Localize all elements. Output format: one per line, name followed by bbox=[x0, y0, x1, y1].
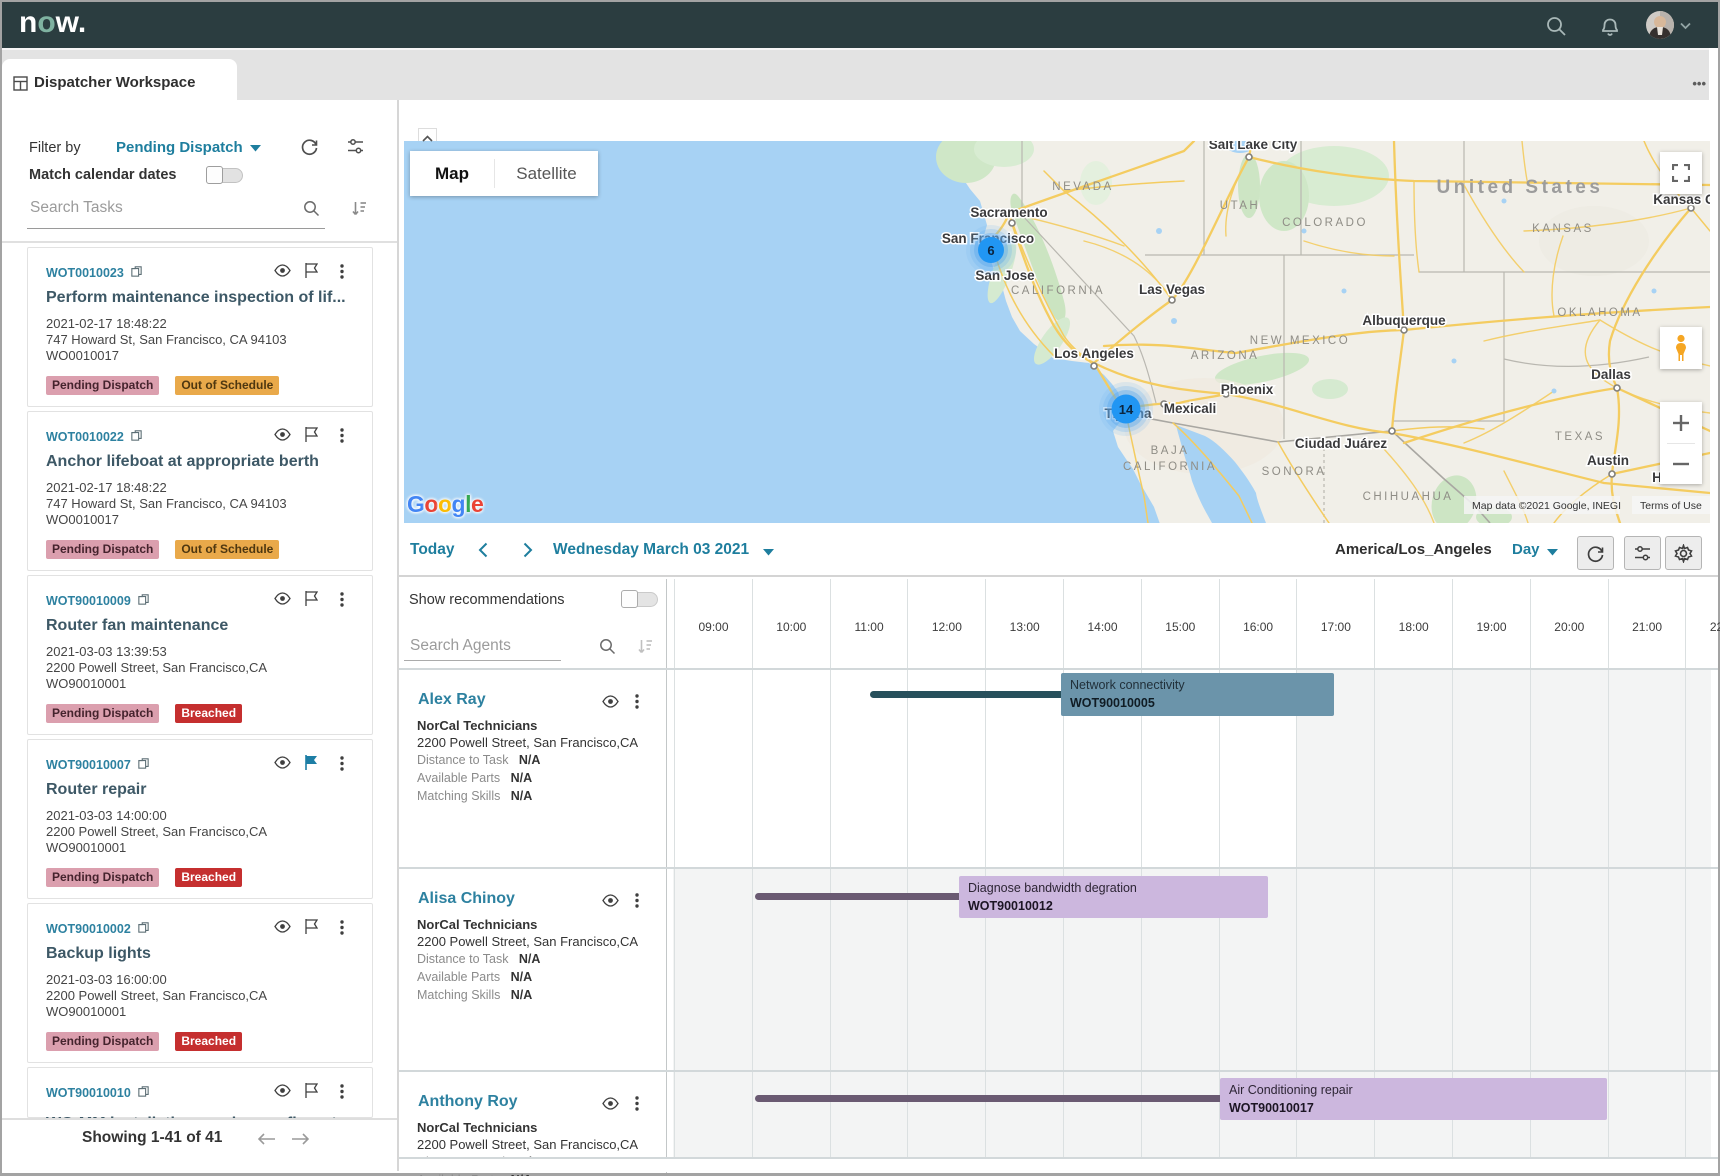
svg-text:BAJA: BAJA bbox=[1151, 445, 1190, 457]
svg-text:Ciudad Juárez: Ciudad Juárez bbox=[1295, 436, 1388, 451]
svg-text:TEXAS: TEXAS bbox=[1555, 431, 1605, 443]
svg-text:CHIHUAHUA: CHIHUAHUA bbox=[1363, 491, 1454, 503]
svg-text:KANSAS: KANSAS bbox=[1532, 223, 1594, 235]
svg-text:NEW MEXICO: NEW MEXICO bbox=[1250, 335, 1350, 347]
svg-text:NEVADA: NEVADA bbox=[1052, 181, 1113, 193]
svg-text:COLORADO: COLORADO bbox=[1282, 217, 1368, 229]
svg-text:Sacramento: Sacramento bbox=[970, 205, 1047, 220]
svg-text:OKLAHOMA: OKLAHOMA bbox=[1557, 307, 1642, 319]
svg-text:Phoenix: Phoenix bbox=[1221, 382, 1274, 397]
svg-text:CALIFORNIA: CALIFORNIA bbox=[1011, 285, 1105, 297]
svg-text:Mexicali: Mexicali bbox=[1164, 401, 1217, 416]
svg-text:Salt Lake City: Salt Lake City bbox=[1209, 141, 1298, 152]
svg-text:6: 6 bbox=[987, 243, 994, 258]
svg-text:SONORA: SONORA bbox=[1262, 466, 1327, 478]
svg-text:Kansas C: Kansas C bbox=[1653, 192, 1710, 207]
svg-text:Terms of Use: Terms of Use bbox=[1640, 500, 1702, 512]
svg-text:Albuquerque: Albuquerque bbox=[1362, 313, 1446, 328]
svg-text:Dallas: Dallas bbox=[1591, 367, 1631, 382]
svg-text:UTAH: UTAH bbox=[1220, 200, 1260, 212]
svg-text:14: 14 bbox=[1119, 402, 1134, 417]
svg-text:United States: United States bbox=[1437, 177, 1604, 198]
svg-text:Austin: Austin bbox=[1587, 453, 1629, 468]
svg-text:ARIZONA: ARIZONA bbox=[1191, 350, 1260, 362]
svg-text:Los Angeles: Los Angeles bbox=[1054, 346, 1134, 361]
svg-text:Las Vegas: Las Vegas bbox=[1139, 282, 1205, 297]
svg-text:Map data ©2021 Google, INEGI: Map data ©2021 Google, INEGI bbox=[1472, 500, 1621, 512]
svg-text:CALIFORNIA: CALIFORNIA bbox=[1123, 461, 1217, 473]
svg-text:San Jose: San Jose bbox=[975, 268, 1035, 283]
